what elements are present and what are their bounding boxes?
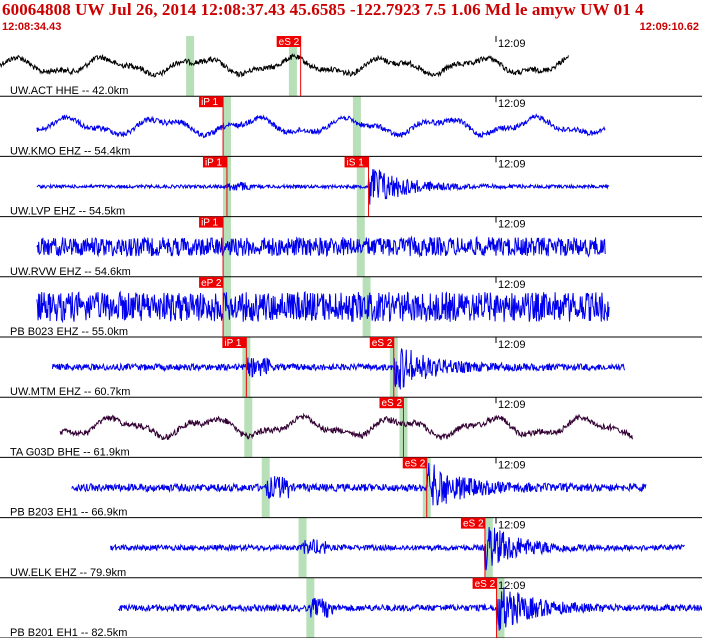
p-pick-box-2[interactable]: [202, 156, 227, 168]
waveform-0: [0, 53, 569, 78]
minute-tick-label-7: 12:09: [498, 459, 526, 471]
p-phase-band-6: [244, 397, 253, 458]
s-pick-box-0[interactable]: [276, 36, 301, 47]
waveform-2: [36, 169, 610, 205]
s-pick-label-9: eS 2: [475, 579, 496, 590]
p-pick-label-4: eP 2: [201, 278, 222, 289]
minute-tick-label-6: 12:09: [498, 399, 526, 411]
waveform-4: [36, 290, 610, 324]
s-pick-box-5[interactable]: [369, 337, 394, 348]
trace-0[interactable]: UW.ACT HHE -- 42.0km eS 2: [0, 36, 569, 97]
s-phase-band-8: [484, 517, 493, 578]
trace-5[interactable]: UW.MTM EHZ -- 60.7km iP 1 eS 2: [10, 337, 626, 398]
record-header: 60064808 UW Jul 26, 2014 12:08:37.43 45.…: [0, 0, 702, 36]
p-phase-band-8: [298, 517, 307, 578]
s-pick-box-7[interactable]: [402, 457, 427, 469]
s-phase-band-4: [362, 276, 371, 337]
s-pick-box-9[interactable]: [472, 577, 497, 589]
station-label-9: PB B201 EH1 -- 82.5km: [10, 627, 127, 638]
event-title: 60064808 UW Jul 26, 2014 12:08:37.43 45.…: [2, 0, 644, 19]
station-label-8: UW.ELK EHZ -- 79.9km: [10, 567, 126, 579]
trace-4[interactable]: PB B023 EHZ -- 55.0km eP 2: [10, 276, 610, 338]
minute-tick-label-8: 12:09: [498, 520, 526, 532]
trace-8[interactable]: UW.ELK EHZ -- 79.9km eS 2: [10, 517, 685, 579]
p-pick-box-3[interactable]: [199, 216, 224, 228]
p-pick-box-4[interactable]: [199, 276, 224, 288]
trace-stack: UW.ACT HHE -- 42.0km eS 2 UW.KMO EHZ -- 54…: [0, 36, 702, 638]
trace-2[interactable]: UW.LVP EHZ -- 54.5km iP 1 iS 1: [10, 156, 610, 218]
station-label-5: UW.MTM EHZ -- 60.7km: [10, 386, 130, 398]
p-pick-label-3: iP 1: [201, 218, 218, 229]
p-pick-label-1: iP 1: [201, 97, 218, 108]
waveform-5: [51, 348, 626, 390]
s-pick-label-5: eS 2: [372, 338, 393, 349]
waveform-7: [71, 462, 647, 506]
s-pick-label-2: iS 1: [347, 157, 365, 168]
trace-3[interactable]: UW.RVW EHZ -- 54.6km iP 1: [10, 216, 606, 278]
station-label-2: UW.LVP EHZ -- 54.5km: [10, 206, 125, 218]
s-pick-label-0: eS 2: [279, 37, 300, 48]
s-pick-box-2[interactable]: [344, 156, 369, 168]
s-pick-label-6: eS 2: [381, 398, 402, 409]
p-phase-band-1: [222, 96, 231, 157]
p-phase-band-0: [186, 36, 195, 97]
station-label-0: UW.ACT HHE -- 42.0km: [10, 85, 128, 97]
station-label-4: PB B023 EHZ -- 55.0km: [10, 326, 128, 338]
station-label-7: PB B203 EH1 -- 66.9km: [10, 507, 127, 519]
waveform-9: [118, 587, 702, 631]
p-pick-label-2: iP 1: [205, 157, 222, 168]
station-label-6: TA G03D BHE -- 61.9km: [10, 446, 130, 458]
minute-tick-label-9: 12:09: [498, 580, 526, 592]
seismogram-panel[interactable]: 12:09 12:09 12:09 12:09 12:09 12:09 12:09 12:09…: [0, 36, 702, 638]
trace-dividers: 12:09 12:09 12:09 12:09 12:09 12:09 12:09 12:09…: [0, 36, 702, 638]
s-pick-box-6[interactable]: [379, 397, 404, 409]
p-pick-label-5: iP 1: [224, 338, 241, 349]
p-pick-box-5[interactable]: [222, 337, 247, 348]
trace-1[interactable]: UW.KMO EHZ -- 54.4km iP 1: [10, 96, 606, 157]
s-pick-label-8: eS 2: [463, 519, 484, 530]
waveform-8: [110, 527, 685, 571]
waveform-1: [36, 113, 606, 139]
waveform-6: [59, 412, 633, 441]
station-label-1: UW.KMO EHZ -- 54.4km: [10, 145, 130, 157]
p-pick-box-1[interactable]: [199, 96, 224, 108]
station-label-3: UW.RVW EHZ -- 54.6km: [10, 266, 131, 278]
s-pick-box-8[interactable]: [460, 517, 485, 529]
trace-9[interactable]: PB B201 EH1 -- 82.5km eS 2: [10, 577, 702, 638]
window-start-time: 12:08:34.43: [2, 21, 62, 33]
minute-tick-label-2: 12:09: [498, 158, 526, 170]
s-phase-band-1: [352, 96, 361, 157]
window-end-time: 12:09:10.62: [639, 21, 699, 33]
s-pick-label-7: eS 2: [405, 458, 426, 469]
minute-tick-label-4: 12:09: [498, 279, 526, 291]
waveform-3: [36, 235, 606, 259]
trace-6[interactable]: TA G03D BHE -- 61.9km eS 2: [10, 397, 633, 458]
minute-tick-label-1: 12:09: [498, 98, 526, 110]
trace-7[interactable]: PB B203 EH1 -- 66.9km eS 2: [10, 457, 647, 519]
minute-tick-label-3: 12:09: [498, 219, 526, 231]
minute-tick-label-0: 12:09: [498, 38, 526, 50]
s-phase-band-0: [288, 36, 297, 97]
minute-tick-label-5: 12:09: [498, 339, 526, 351]
